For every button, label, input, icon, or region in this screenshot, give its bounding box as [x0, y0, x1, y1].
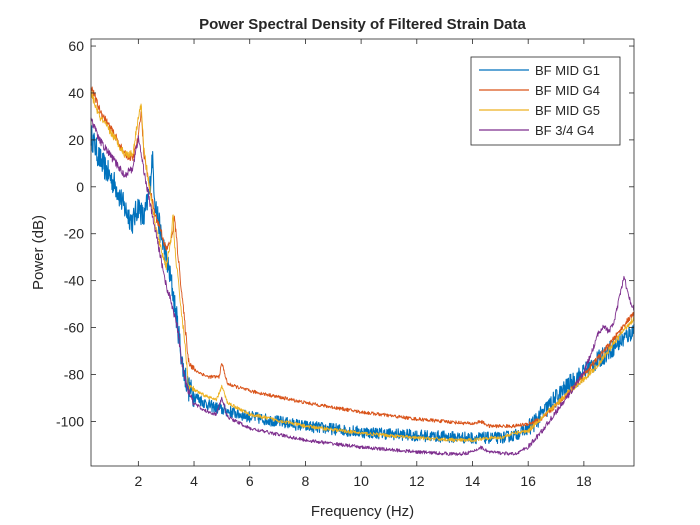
y-tick-label: -20 — [64, 226, 84, 242]
y-tick-label: 20 — [68, 132, 84, 148]
series-line-3 — [90, 90, 635, 443]
legend: BF MID G1 BF MID G4 BF MID G5 BF 3/4 G4 — [470, 56, 621, 146]
x-tick-label: 6 — [246, 473, 254, 489]
legend-label: BF 3/4 G4 — [535, 123, 594, 138]
x-tick-label: 12 — [409, 473, 425, 489]
x-tick-label: 4 — [190, 473, 198, 489]
y-tick-label: -80 — [64, 367, 84, 383]
y-tick-label: -40 — [64, 273, 84, 289]
y-tick-label: -60 — [64, 320, 84, 336]
x-tick-label: 10 — [353, 473, 369, 489]
y-axis-label: Power (dB) — [30, 215, 47, 290]
legend-label: BF MID G1 — [535, 63, 600, 78]
ticks-layer: 2 4 6 8 10 12 14 16 18 60 40 20 0 -20 -40 -60 -80 -100 — [56, 38, 634, 489]
series-layer — [90, 86, 635, 457]
x-tick-label: 14 — [465, 473, 481, 489]
y-tick-label: -100 — [56, 413, 84, 429]
x-tick-label: 8 — [302, 473, 310, 489]
chart-title: Power Spectral Density of Filtered Strai… — [199, 16, 526, 33]
x-tick-label: 2 — [134, 473, 142, 489]
x-tick-label: 18 — [576, 473, 592, 489]
legend-label: BF MID G5 — [535, 103, 600, 118]
x-tick-label: 16 — [520, 473, 536, 489]
y-tick-label: 60 — [68, 38, 84, 54]
axes-box — [90, 38, 635, 467]
series-line-4 — [90, 117, 635, 457]
y-tick-label: 40 — [68, 85, 84, 101]
x-axis-label: Frequency (Hz) — [311, 503, 414, 520]
legend-label: BF MID G4 — [535, 83, 600, 98]
y-tick-label: 0 — [76, 179, 84, 195]
